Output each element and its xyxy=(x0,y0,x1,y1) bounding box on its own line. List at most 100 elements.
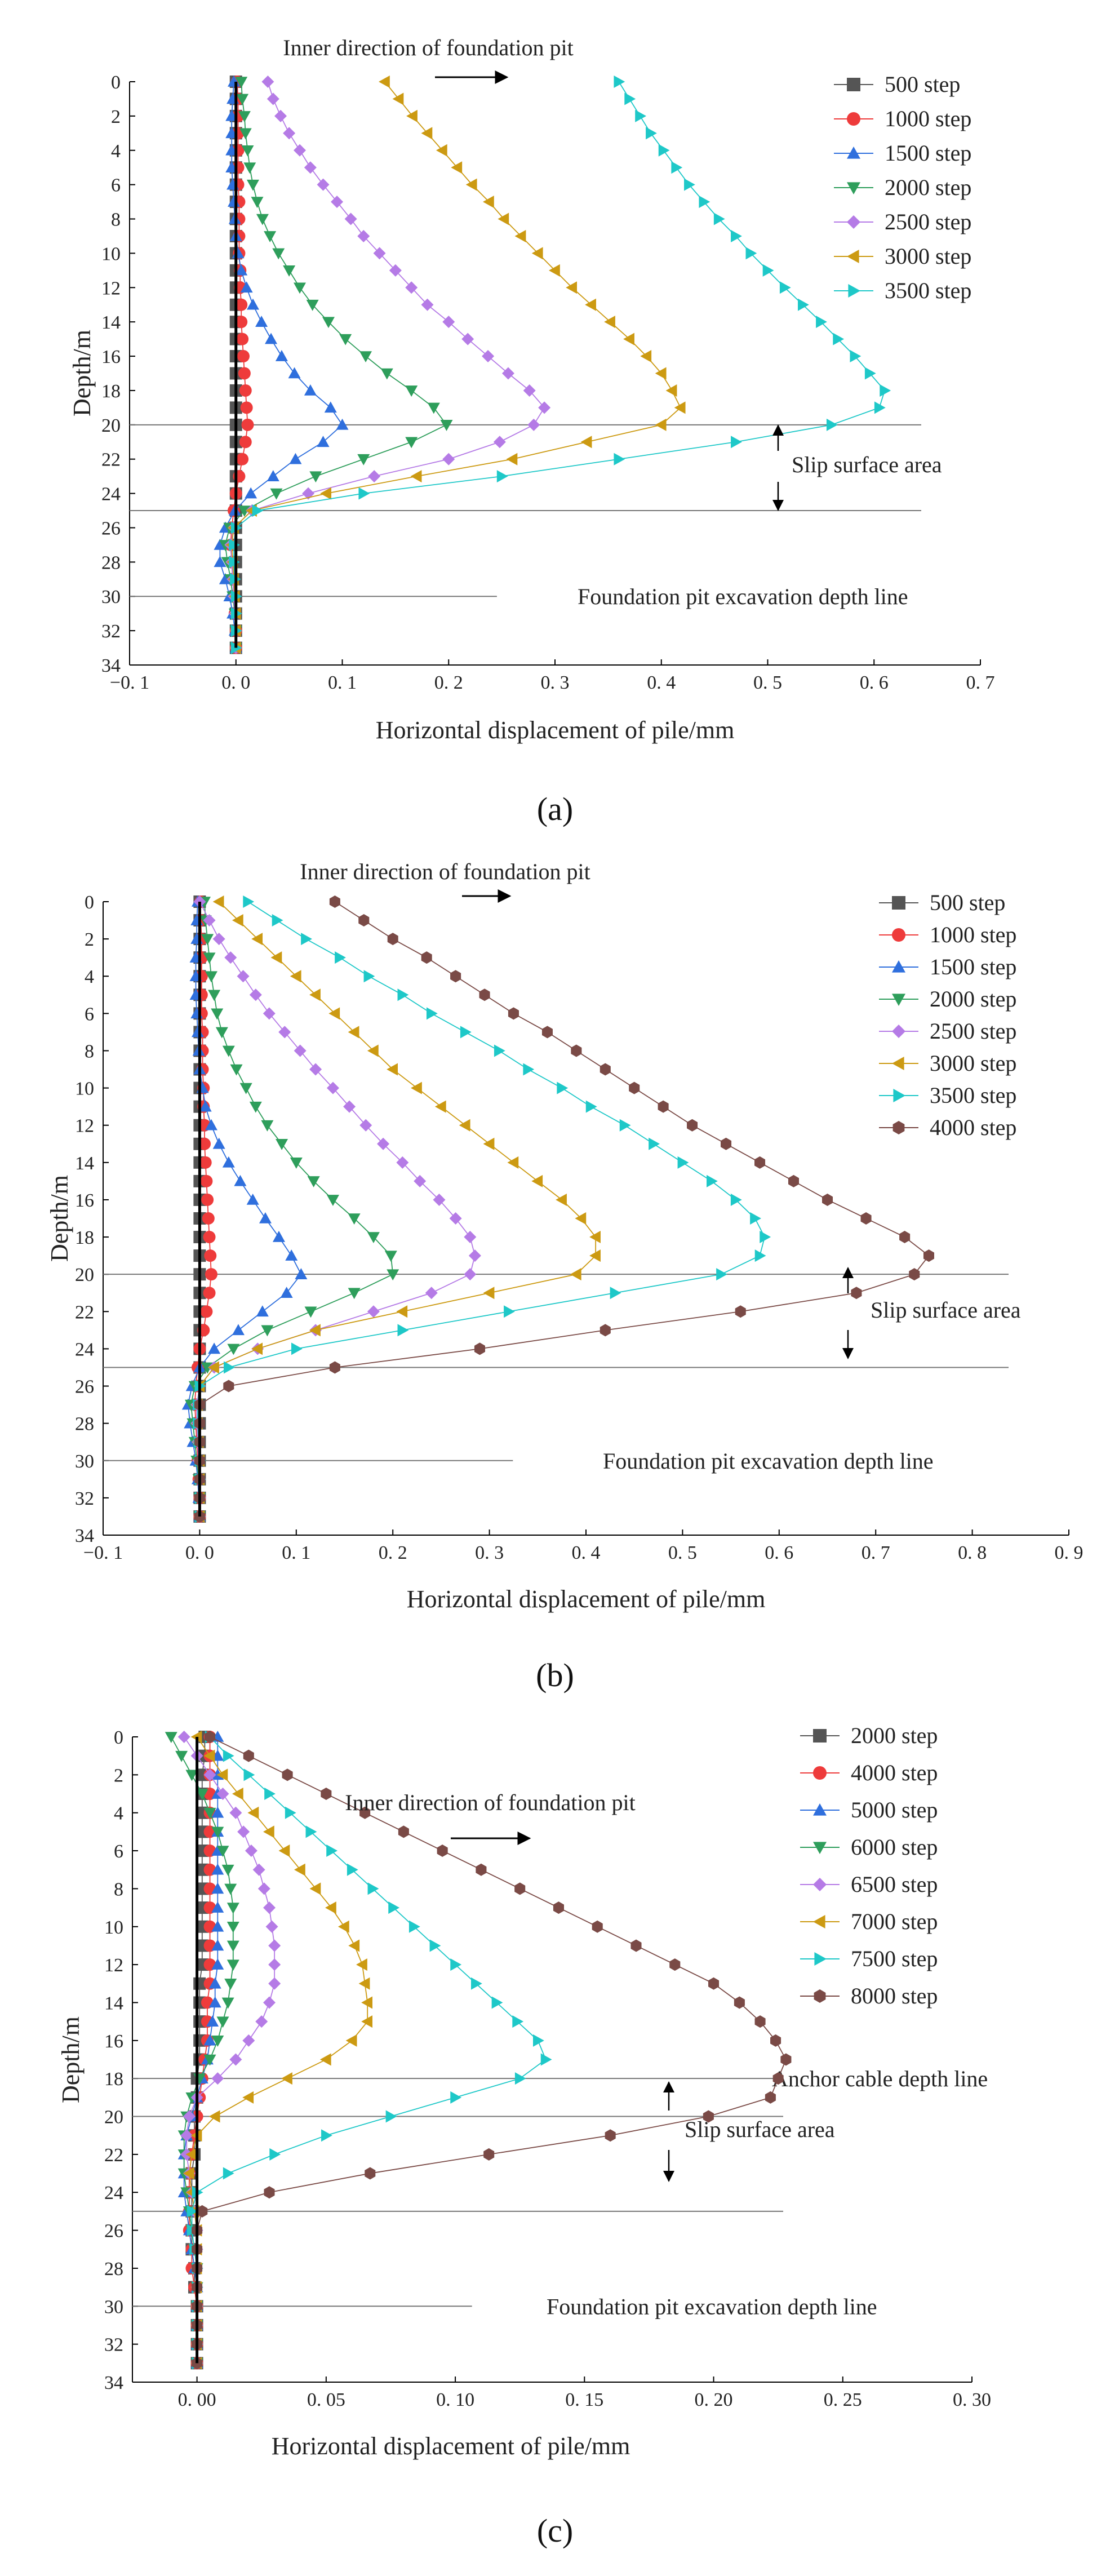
data-point-3500-step xyxy=(864,367,876,380)
x-tick-label: 0. 9 xyxy=(1055,1542,1084,1563)
data-point-2500-step xyxy=(368,470,381,483)
data-point-6000-step xyxy=(211,2036,224,2047)
data-point-3000-step xyxy=(506,453,518,465)
reference-line-label: Foundation pit excavation depth line xyxy=(603,1448,934,1474)
data-point-2000-step xyxy=(211,1008,224,1020)
data-point-3500-step xyxy=(335,951,346,964)
data-point-3500-step xyxy=(646,127,657,140)
data-point-1500-step xyxy=(265,332,278,344)
series-line-2500-step xyxy=(196,901,476,1517)
data-point-4000-step xyxy=(421,951,432,964)
data-point-1000-step xyxy=(238,367,251,380)
series-line-1500-step xyxy=(219,81,343,648)
data-point-2000-step xyxy=(238,111,251,122)
data-point-6000-step xyxy=(221,1864,234,1876)
data-point-2500-step xyxy=(357,229,370,242)
data-point-7500-step xyxy=(491,1996,503,2009)
legend-label-1500-step: 1500 step xyxy=(885,140,971,166)
data-point-6000-step xyxy=(224,1978,237,1990)
y-tick-label: 20 xyxy=(104,2107,123,2128)
legend-marker-1500-step xyxy=(892,960,905,973)
data-point-2000-step xyxy=(230,1064,243,1076)
legend-marker-4000-step xyxy=(813,1766,827,1780)
data-point-1500-step xyxy=(304,384,317,396)
data-point-4000-step xyxy=(479,988,490,1001)
data-point-1000-step xyxy=(200,1174,213,1187)
x-tick-group: −0. 1 0. 0 0. 1 0. 2 0. 3 0. 4 0. 5 0. 6 0. 7 xyxy=(110,659,995,693)
series-group xyxy=(181,895,934,1523)
data-point-7500-step xyxy=(223,1749,234,1762)
data-point-7500-step xyxy=(223,2167,234,2180)
data-point-2000-step xyxy=(367,1232,380,1244)
caption-b: (b) xyxy=(536,1657,574,1693)
data-point-3000-step xyxy=(585,298,596,311)
series-line-1000-step xyxy=(194,902,212,1517)
data-point-4000-step xyxy=(450,970,461,983)
data-point-2000-step xyxy=(270,488,283,500)
y-tick-label: 2 xyxy=(111,107,121,127)
data-point-3000-step xyxy=(410,470,422,483)
x-tick-label: 0. 10 xyxy=(436,2389,474,2410)
data-point-2500-step xyxy=(373,247,386,260)
data-point-1500-step xyxy=(246,1193,259,1205)
data-point-7000-step xyxy=(216,1768,228,1781)
x-tick-label: 0. 2 xyxy=(434,672,463,693)
legend-marker-1500-step xyxy=(847,147,860,159)
data-point-5000-step xyxy=(211,1939,224,1951)
data-point-8000-step xyxy=(321,1788,332,1801)
data-point-4000-step xyxy=(658,1100,669,1113)
data-point-3000-step xyxy=(483,1287,495,1300)
legend-marker-500-step xyxy=(847,78,860,91)
data-point-2000-step xyxy=(348,1213,361,1225)
legend-marker-2500-step xyxy=(847,215,860,229)
data-point-6500-step xyxy=(203,1768,216,1781)
y-tick-label: 34 xyxy=(101,655,121,676)
data-point-7000-step xyxy=(183,2167,194,2180)
data-point-2000-step xyxy=(215,1027,228,1039)
data-point-3500-step xyxy=(880,384,891,397)
x-tick-label: 0. 4 xyxy=(572,1542,601,1563)
data-point-1000-step xyxy=(236,453,249,465)
data-point-7500-step xyxy=(450,1958,462,1971)
legend-marker-3500-step xyxy=(893,1089,905,1102)
y-tick-label: 20 xyxy=(101,415,121,436)
data-point-1500-step xyxy=(288,367,301,379)
data-point-2500-step xyxy=(461,332,474,345)
data-point-1000-step xyxy=(204,1249,217,1262)
data-point-2000-step xyxy=(276,1138,288,1150)
data-point-4000-step xyxy=(860,1212,872,1225)
data-point-2000-step xyxy=(261,1120,274,1132)
panel-c: 0. 00 0. 05 0. 10 0. 15 0. 20 0. 25 0. 30 0246… xyxy=(57,1723,991,2549)
series-line-5000-step xyxy=(183,1737,219,2364)
data-point-2500-step xyxy=(367,1305,380,1318)
y-tick-label: 0 xyxy=(111,72,121,93)
data-point-8000-step xyxy=(437,1845,448,1857)
y-tick-label: 6 xyxy=(114,1841,123,1862)
data-point-6000-step xyxy=(224,1883,237,1895)
y-tick-label: 12 xyxy=(104,1955,123,1976)
data-point-7500-step xyxy=(326,1845,338,1857)
data-point-2500-step xyxy=(304,161,317,174)
data-point-3500-step xyxy=(557,1081,569,1094)
x-axis-title: Horizontal displacement of pile/mm xyxy=(272,2432,630,2460)
data-point-2000-step xyxy=(294,282,306,294)
data-point-3000-step xyxy=(434,1100,446,1113)
data-point-2000-step xyxy=(227,1344,240,1355)
series-line-3000-step xyxy=(231,81,681,648)
x-tick-label: 0. 05 xyxy=(307,2389,345,2410)
data-point-7000-step xyxy=(203,1749,215,1762)
data-point-7500-step xyxy=(429,1939,441,1952)
data-point-8000-step xyxy=(734,1996,745,2009)
data-point-3500-step xyxy=(797,298,809,311)
data-point-1000-step xyxy=(199,1156,212,1169)
x-tick-label: 0. 00 xyxy=(178,2389,216,2410)
data-point-2500-step xyxy=(377,1137,390,1150)
data-point-2000-step xyxy=(384,1251,397,1262)
data-point-3500-step xyxy=(649,1137,660,1150)
data-point-5000-step xyxy=(208,1977,221,1989)
data-point-3000-step xyxy=(570,1268,581,1281)
y-tick-label: 24 xyxy=(104,2183,123,2203)
data-point-3500-step xyxy=(397,988,409,1001)
data-point-3500-step xyxy=(745,247,757,260)
data-point-3000-step xyxy=(498,212,509,225)
